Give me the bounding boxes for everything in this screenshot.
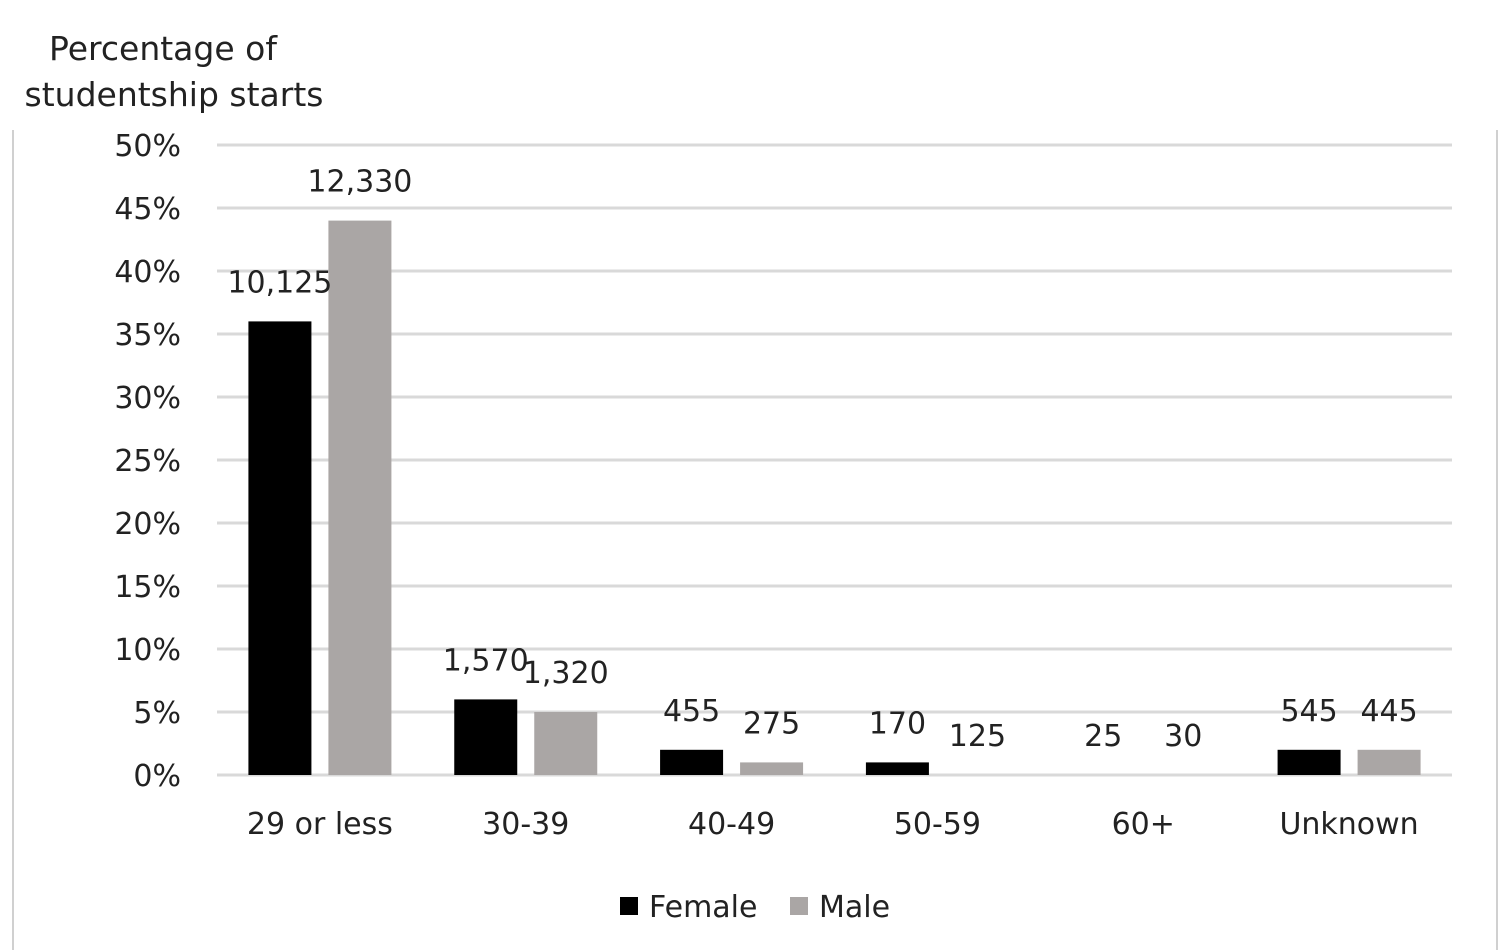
bar-female bbox=[248, 321, 312, 775]
bar-male bbox=[328, 220, 392, 776]
x-tick-label: 29 or less bbox=[247, 807, 393, 842]
data-label: 275 bbox=[743, 706, 800, 741]
bar-female bbox=[1277, 749, 1341, 775]
data-label: 545 bbox=[1280, 694, 1337, 729]
legend-swatch-male bbox=[790, 897, 808, 915]
bar-male bbox=[1357, 749, 1421, 775]
data-label: 455 bbox=[663, 694, 720, 729]
bar-female bbox=[660, 749, 724, 775]
data-label: 1,320 bbox=[523, 656, 609, 691]
data-label: 125 bbox=[949, 719, 1006, 754]
y-tick-label: 40% bbox=[114, 255, 181, 290]
data-label: 1,570 bbox=[443, 643, 529, 678]
legend-label-female: Female bbox=[649, 890, 757, 925]
x-tick-label: Unknown bbox=[1279, 807, 1418, 842]
bar-female bbox=[454, 699, 518, 775]
x-tick-label: 60+ bbox=[1112, 807, 1175, 842]
x-tick-label: 50-59 bbox=[894, 807, 981, 842]
legend-label-male: Male bbox=[819, 890, 890, 925]
y-axis-title-line-1: Percentage of bbox=[49, 29, 278, 68]
data-label: 170 bbox=[869, 706, 926, 741]
bar-male bbox=[740, 762, 804, 775]
legend-swatch-female bbox=[620, 897, 638, 915]
data-label: 445 bbox=[1360, 694, 1417, 729]
data-label: 12,330 bbox=[307, 165, 412, 200]
y-tick-label: 5% bbox=[133, 696, 181, 731]
y-axis-title-line-2: studentship starts bbox=[25, 75, 324, 114]
data-label: 25 bbox=[1084, 719, 1122, 754]
y-tick-label: 35% bbox=[114, 318, 181, 353]
y-tick-label: 20% bbox=[114, 507, 181, 542]
y-tick-label: 45% bbox=[114, 192, 181, 227]
y-tick-label: 25% bbox=[114, 444, 181, 479]
bar-male bbox=[534, 712, 598, 775]
x-tick-label: 30-39 bbox=[482, 807, 569, 842]
bar-female bbox=[865, 762, 929, 775]
x-tick-label: 40-49 bbox=[688, 807, 775, 842]
y-tick-label: 50% bbox=[114, 129, 181, 164]
data-label: 10,125 bbox=[227, 265, 332, 300]
y-tick-label: 30% bbox=[114, 381, 181, 416]
y-tick-label: 15% bbox=[114, 570, 181, 605]
y-tick-label: 0% bbox=[133, 759, 181, 794]
data-label: 30 bbox=[1164, 719, 1202, 754]
y-tick-label: 10% bbox=[114, 633, 181, 668]
